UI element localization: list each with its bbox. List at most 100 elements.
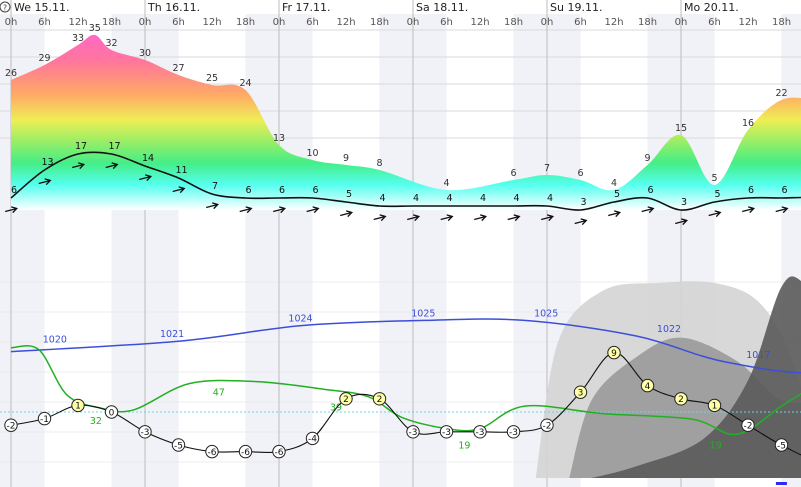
wind-speed-label: 17: [75, 141, 87, 152]
temperature-label: -5: [174, 441, 183, 451]
pressure-label: 1022: [657, 324, 681, 335]
hour-label: 0h: [407, 17, 420, 28]
arrow-shaft: [775, 208, 787, 213]
hour-label: 0h: [541, 17, 554, 28]
pressure-line: [10, 318, 801, 374]
humidity-line: [10, 344, 801, 436]
hour-label: 18h: [772, 17, 791, 28]
hour-label: 18h: [236, 17, 255, 28]
humidity-label: 32: [90, 416, 102, 427]
wind-speed-label: 6: [312, 185, 318, 196]
gust-value-label: 29: [38, 53, 50, 64]
wind-gust-area: 2629333532302725241310984676491551622222…: [5, 23, 801, 210]
wind-direction-arrow: [507, 214, 521, 222]
arrow-shaft: [608, 212, 619, 217]
temperature-label: 0: [109, 408, 115, 418]
hour-label: 6h: [172, 17, 185, 28]
wind-speed-label: 3: [681, 197, 687, 208]
temperature-point: [104, 405, 119, 419]
temperature-point: [573, 385, 588, 399]
pressure-label: 1017: [746, 350, 770, 361]
temperature-label: 3: [578, 389, 584, 399]
arrow-head: [379, 214, 387, 222]
arrow-shaft: [5, 208, 16, 213]
wind-speed-label: 6: [245, 185, 251, 196]
gust-value-label: 32: [105, 38, 117, 49]
temperature-label: -5: [777, 441, 786, 451]
day-label: Su 19.11.: [550, 1, 602, 14]
gust-value-label: 22: [775, 88, 787, 99]
temperature-label: -3: [141, 428, 150, 438]
temperature-point: [406, 425, 420, 439]
humidity-label: 19: [710, 440, 722, 451]
gust-value-label: 13: [273, 133, 285, 144]
hour-label: 6h: [440, 17, 453, 28]
arrow-shaft: [507, 216, 519, 221]
arrow-shaft: [306, 208, 318, 213]
gust-value-label: 27: [172, 63, 184, 74]
arrow-head: [614, 210, 622, 218]
gust-value-label: 26: [5, 68, 17, 79]
temperature-point: [339, 392, 353, 406]
wind-direction-arrow: [206, 202, 220, 210]
hour-label: 18h: [102, 17, 121, 28]
wind-direction-arrow: [105, 162, 119, 170]
wind-speed-label: 5: [714, 189, 720, 200]
arrow-head: [781, 206, 789, 214]
wind-direction-arrow: [440, 214, 454, 222]
wind-speed-label: 6: [647, 185, 653, 196]
arrow-head: [480, 214, 488, 222]
wind-speed-label: 6: [781, 185, 787, 196]
temperature-point: [707, 398, 722, 413]
humidity-label: 19: [458, 440, 470, 451]
temperature-label: -6: [275, 448, 284, 458]
temperature-label: -3: [509, 428, 518, 438]
arrow-shaft: [172, 188, 184, 193]
wind-direction-arrow: [373, 214, 387, 222]
wind-direction-arrow: [541, 214, 555, 222]
arrow-shaft: [340, 212, 351, 217]
day-header: We 15.11. Th 16.11. Fr 17.11. Sa 18.11. Su 1…: [5, 1, 791, 28]
temperature-label: -6: [241, 448, 250, 458]
wind-speed-label: 4: [513, 193, 519, 204]
arrow-shaft: [38, 180, 50, 185]
arrow-head: [279, 206, 287, 214]
gust-value-label: 8: [376, 158, 382, 169]
arrow-shaft: [206, 204, 217, 209]
arrow-head: [446, 214, 454, 222]
gust-value-label: 4: [611, 178, 617, 189]
temperature-curve: -2-110-3-5-6-6-6-422-3-3-3-3-239421-2-5-…: [4, 345, 801, 459]
wind-speed-label: 13: [41, 157, 53, 168]
info-icon-glyph: ?: [3, 4, 7, 13]
hour-label: 18h: [638, 17, 657, 28]
temperature-label: 1: [712, 402, 718, 412]
temperature-label: -2: [744, 422, 753, 432]
wind-direction-arrow: [72, 162, 86, 170]
gust-value-label: 9: [343, 153, 349, 164]
arrow-head: [681, 218, 689, 226]
temperature-point: [674, 392, 688, 406]
wind-direction-arrow: [641, 206, 655, 214]
gust-value-label: 6: [510, 168, 516, 179]
wind-speed-line: [10, 151, 801, 211]
wind-direction-arrow: [608, 210, 622, 218]
wind-direction-arrow: [742, 206, 756, 214]
arrow-shaft: [541, 216, 552, 221]
hour-label: 6h: [708, 17, 721, 28]
wind-direction-arrow: [340, 210, 354, 218]
hour-label: 12h: [604, 17, 623, 28]
arrow-shaft: [239, 208, 251, 213]
temperature-point: [774, 438, 789, 452]
hour-label: 6h: [574, 17, 587, 28]
hour-label: 12h: [68, 17, 87, 28]
pressure-label: 1024: [288, 314, 312, 325]
temperature-label: -2: [7, 422, 16, 432]
arrow-head: [547, 214, 555, 222]
pressure-label: 1021: [160, 329, 184, 340]
temperature-label: 1: [75, 402, 81, 412]
arrow-head: [178, 186, 186, 194]
wind-speed-label: 4: [547, 193, 553, 204]
pressure-label: 1025: [534, 308, 558, 319]
temperature-point: [205, 444, 219, 459]
pressure-curve: 1020102110241025102510221017101510201023…: [10, 308, 801, 374]
